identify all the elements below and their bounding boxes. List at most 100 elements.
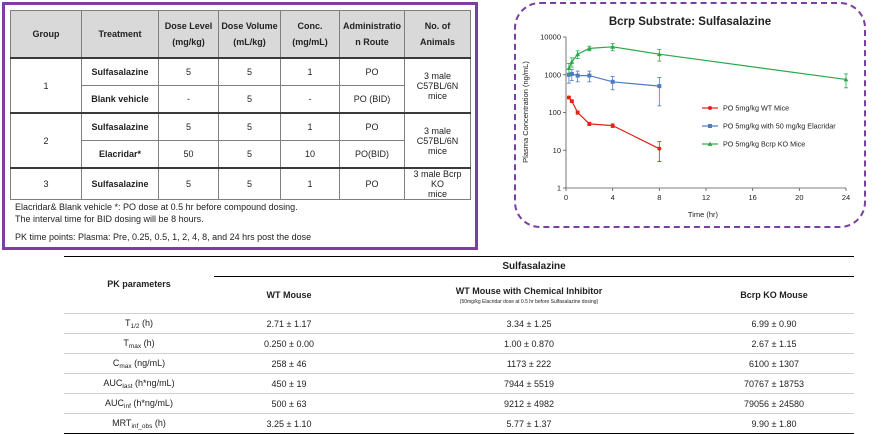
pk-row: AUClast (h*ng/mL) 450 ± 19 7944 ± 5519 7076… (64, 373, 854, 394)
pk-param-name: MRT (112, 417, 132, 428)
conc-cell: 1 (280, 57, 340, 86)
pk-value-cell: 450 ± 19 (214, 373, 364, 394)
group-cell: 1 (10, 57, 82, 114)
pk-param-subscript: 1/2 (130, 322, 140, 330)
pk-param-unit: (h) (139, 317, 154, 328)
col-note: (50mg/kg Elacridar dose at 0.5 hr before… (459, 298, 599, 305)
study-design-table: Group Treatment Dose Level (mg/kg) Dose … (10, 10, 471, 200)
pk-value-cell: 258 ± 46 (214, 353, 364, 374)
dose-level-cell: 5 (158, 57, 219, 86)
pk-param-cell: Tmax (h) (64, 333, 214, 354)
pk-param-cell: MRTinf_obs (h) (64, 413, 214, 434)
pk-param-subscript: inf (124, 402, 131, 410)
pk-param-unit: (h) (141, 337, 155, 348)
data-point (610, 79, 615, 84)
pk-value-cell: 3.25 ± 1.10 (214, 413, 364, 434)
pk-value-cell: 1173 ± 222 (364, 353, 694, 374)
animals-cell: 3 male C57BL/6N mice (404, 57, 471, 114)
pk-column-header-row: WT Mouse WT Mouse with Chemical Inhibito… (64, 277, 854, 314)
header-dose-volume: Dose Volume (mL/kg) (218, 10, 281, 59)
pk-value-cell: 2.71 ± 1.17 (214, 313, 364, 334)
design-row: Blank vehicle - 5 - PO (BID) (11, 85, 471, 114)
pk-value-cell: 3.34 ± 1.25 (364, 313, 694, 334)
legend-marker (707, 141, 713, 146)
pk-param-cell: AUClast (h*ng/mL) (64, 373, 214, 394)
conc-cell: 10 (280, 140, 340, 169)
chart-axes: 1 10 100 1000 10000 0 4 8 12 16 20 24 (540, 33, 850, 203)
group-cell: 2 (10, 112, 82, 169)
data-point (657, 84, 662, 89)
pk-value-cell: 79056 ± 24580 (694, 393, 854, 414)
data-point (657, 146, 662, 151)
y-tick-label: 10 (553, 146, 561, 155)
design-header-row: Group Treatment Dose Level (mg/kg) Dose … (10, 10, 471, 59)
pk-table-body: T1/2 (h) 2.71 ± 1.17 3.34 ± 1.25 6.99 ± 0.9… (64, 313, 854, 434)
dose-volume-cell: 5 (218, 167, 281, 200)
x-tick-label: 16 (748, 193, 756, 202)
dose-volume-cell: 5 (218, 112, 281, 141)
pk-param-unit: (h*ng/mL) (132, 377, 175, 388)
pk-param-name: AUC (103, 377, 123, 388)
pk-value-cell: 70767 ± 18753 (694, 373, 854, 394)
x-tick-label: 24 (842, 193, 850, 202)
chart-plot-area (566, 43, 849, 163)
pk-value-cell: 2.67 ± 1.15 (694, 333, 854, 354)
treatment-cell: Sulfasalazine (81, 57, 159, 86)
chart-legend: PO 5mg/kg WT Mice PO 5mg/kg with 50 mg/kg… (702, 104, 836, 149)
data-point (575, 51, 581, 57)
pk-compound-row: PK parameters Sulfasalazine (64, 256, 854, 314)
header-group: Group (10, 10, 82, 59)
design-notes: Elacridar& Blank vehicle *: PO dose at 0… (15, 201, 475, 249)
col-wt-inhibitor: WT Mouse with Chemical Inhibitor (50mg/k… (364, 277, 694, 314)
route-cell: PO (339, 167, 405, 200)
pk-concentration-chart: Bcrp Substrate: Sulfasalazine 1 10 100 1000… (521, 16, 850, 219)
pk-value-cell: 9.90 ± 1.80 (694, 413, 854, 434)
pk-param-name: T (124, 317, 131, 328)
treatment-cell: Blank vehicle (81, 85, 159, 114)
legend-entry: PO 5mg/kg with 50 mg/kg Elacridar (723, 122, 836, 131)
data-point (587, 121, 592, 126)
y-axis-label: Plasma Concentration (ng/mL) (521, 61, 530, 163)
x-tick-label: 0 (564, 193, 568, 202)
data-point (656, 51, 662, 57)
group-cell: 3 (10, 167, 82, 200)
pk-parameters-table: PK parameters Sulfasalazine WT Mouse WT … (64, 256, 854, 434)
animals-cell: 3 male C57BL/6N mice (404, 112, 471, 169)
conc-cell: 1 (280, 112, 340, 141)
pk-row: Tmax (h) 0.250 ± 0.00 1.00 ± 0.870 2.67 ± 1… (64, 333, 854, 354)
dose-level-cell: 5 (158, 167, 219, 200)
route-cell: PO (339, 112, 405, 141)
data-point (843, 77, 849, 82)
data-point (610, 123, 615, 128)
treatment-cell: Elacridar* (81, 140, 159, 169)
pk-value-cell: 6.99 ± 0.90 (694, 313, 854, 334)
header-dose-level: Dose Level (mg/kg) (158, 10, 219, 59)
header-animals: No. of Animals (404, 10, 471, 59)
series-line (568, 46, 847, 81)
legend-marker (708, 124, 712, 128)
pk-param-name: T (123, 337, 129, 348)
legend-entry: PO 5mg/kg Bcrp KO Mice (723, 140, 805, 149)
study-design-panel: Group Treatment Dose Level (mg/kg) Dose … (2, 2, 478, 250)
legend-marker (708, 106, 712, 110)
pk-param-unit: (ng/mL) (131, 357, 166, 368)
pk-param-subscript: max (128, 342, 142, 350)
data-point (569, 71, 574, 76)
route-cell: PO (339, 57, 405, 86)
dose-volume-cell: 5 (218, 85, 281, 114)
note-dosing: Elacridar& Blank vehicle *: PO dose at 0… (15, 201, 475, 225)
pk-param-header: PK parameters (64, 256, 214, 314)
col-label: WT Mouse (266, 290, 312, 300)
dose-volume-cell: 5 (218, 57, 281, 86)
pk-value-cell: 7944 ± 5519 (364, 373, 694, 394)
chart-panel: Bcrp Substrate: Sulfasalazine 1 10 100 1000… (514, 2, 866, 228)
y-tick-label: 1000 (544, 70, 561, 79)
design-row: 1 Sulfasalazine 5 5 1 PO 3 male C57BL/6N… (10, 57, 471, 114)
data-point (575, 110, 580, 115)
data-point (569, 99, 574, 104)
data-point (566, 65, 572, 71)
pk-value-cell: 0.250 ± 0.00 (214, 333, 364, 354)
x-axis-label: Time (hr) (688, 210, 719, 219)
pk-value-cell: 5.77 ± 1.37 (364, 413, 694, 434)
pk-value-cell: 1.00 ± 0.870 (364, 333, 694, 354)
